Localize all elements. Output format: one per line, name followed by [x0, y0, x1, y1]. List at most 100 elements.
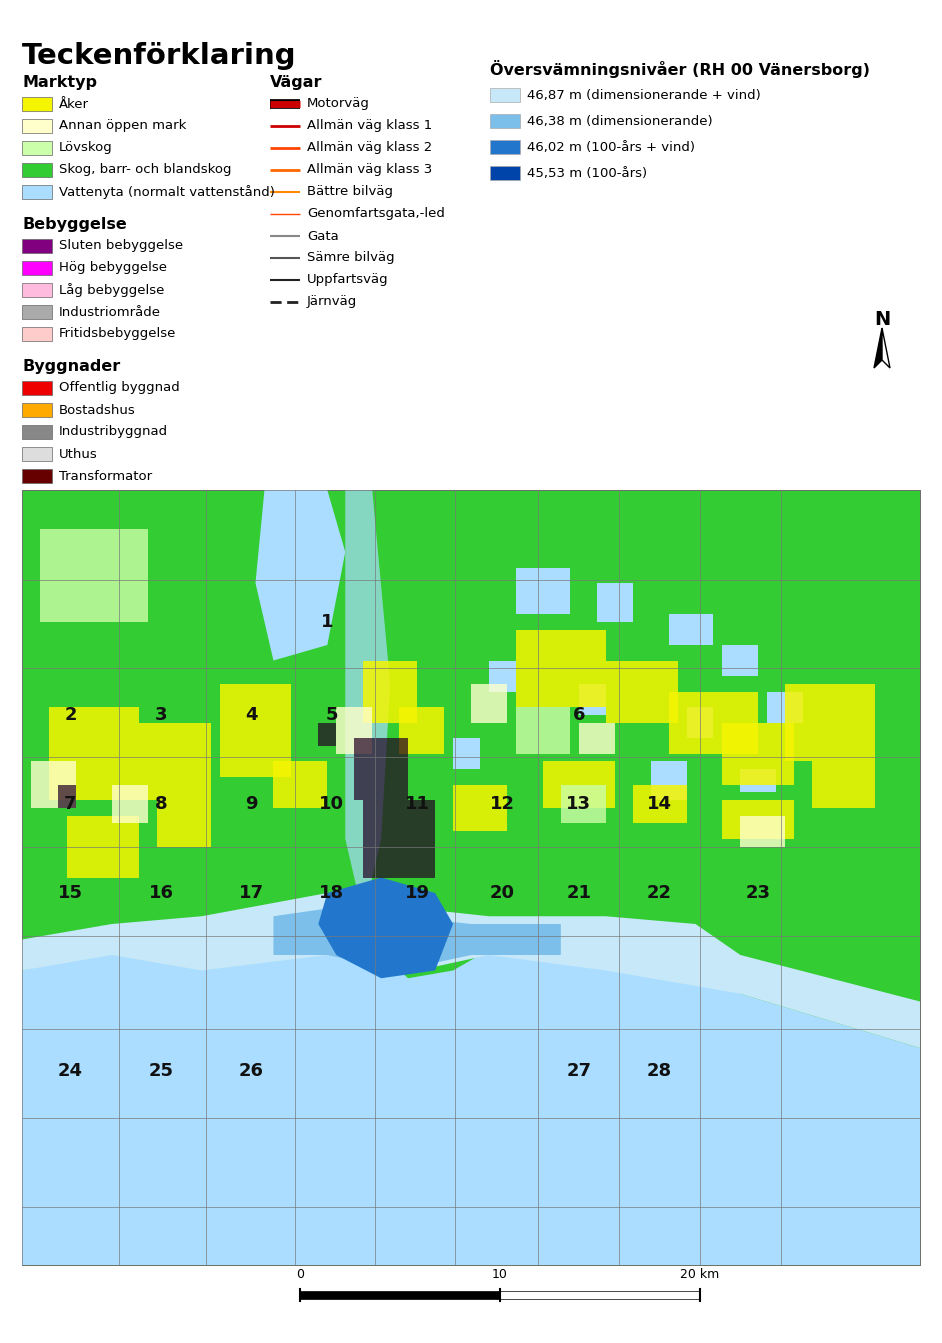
- Text: Lövskog: Lövskog: [59, 141, 113, 154]
- Polygon shape: [22, 940, 920, 1265]
- Polygon shape: [740, 770, 776, 792]
- Text: Annan öppen mark: Annan öppen mark: [59, 120, 187, 133]
- Text: 9: 9: [245, 795, 257, 813]
- Bar: [219, 684, 291, 776]
- Bar: [22, 283, 52, 297]
- Text: Vägar: Vägar: [270, 75, 322, 90]
- Text: N: N: [874, 310, 890, 329]
- Bar: [560, 784, 606, 823]
- Text: Motorväg: Motorväg: [307, 98, 370, 110]
- Text: 12: 12: [490, 795, 515, 813]
- Text: Åker: Åker: [59, 98, 89, 110]
- Text: 2: 2: [64, 706, 76, 724]
- Text: Bebyggelse: Bebyggelse: [22, 218, 127, 232]
- Polygon shape: [669, 614, 713, 645]
- Text: Bostadshus: Bostadshus: [59, 403, 136, 416]
- Text: 5: 5: [326, 706, 338, 724]
- Bar: [22, 305, 52, 320]
- Bar: [22, 403, 52, 416]
- Bar: [57, 784, 76, 807]
- Bar: [138, 723, 211, 800]
- Bar: [22, 326, 52, 341]
- Bar: [453, 784, 507, 831]
- Bar: [490, 89, 520, 102]
- Bar: [490, 114, 520, 128]
- Text: 6: 6: [573, 706, 585, 724]
- Bar: [22, 141, 52, 154]
- Polygon shape: [516, 568, 570, 614]
- Text: 26: 26: [238, 1062, 264, 1080]
- Bar: [364, 800, 435, 877]
- Text: 15: 15: [58, 884, 83, 902]
- Text: 20 km: 20 km: [680, 1268, 720, 1281]
- Polygon shape: [768, 692, 804, 723]
- Bar: [112, 784, 148, 823]
- Text: Skog, barr- och blandskog: Skog, barr- och blandskog: [59, 164, 232, 176]
- Text: Teckenförklaring: Teckenförklaring: [22, 42, 297, 70]
- Bar: [31, 761, 76, 807]
- Text: 19: 19: [405, 884, 430, 902]
- Polygon shape: [578, 684, 606, 714]
- Bar: [723, 723, 794, 784]
- Text: 46,38 m (dimensionerande): 46,38 m (dimensionerande): [527, 114, 713, 128]
- Bar: [22, 469, 52, 483]
- Bar: [22, 239, 52, 252]
- Text: 11: 11: [405, 795, 430, 813]
- Text: 0: 0: [296, 1268, 304, 1281]
- Text: 46,02 m (100-års + vind): 46,02 m (100-års + vind): [527, 141, 695, 153]
- Bar: [22, 97, 52, 111]
- Text: 10: 10: [319, 795, 345, 813]
- Text: 20: 20: [490, 884, 515, 902]
- Bar: [300, 1291, 500, 1299]
- Text: Industribyggnad: Industribyggnad: [59, 426, 168, 439]
- Text: Marktyp: Marktyp: [22, 75, 97, 90]
- Bar: [633, 784, 687, 823]
- Bar: [22, 120, 52, 133]
- Text: 27: 27: [566, 1062, 592, 1080]
- Bar: [543, 761, 615, 807]
- Text: 28: 28: [647, 1062, 673, 1080]
- Text: Offentlig byggnad: Offentlig byggnad: [59, 381, 180, 395]
- Bar: [22, 185, 52, 199]
- Text: Översvämningsnivåer (RH 00 Vänersborg): Översvämningsnivåer (RH 00 Vänersborg): [490, 60, 870, 78]
- Bar: [669, 692, 758, 753]
- Polygon shape: [882, 328, 890, 368]
- Text: 13: 13: [566, 795, 592, 813]
- Bar: [490, 140, 520, 154]
- Text: Fritidsbebyggelse: Fritidsbebyggelse: [59, 328, 176, 341]
- Polygon shape: [273, 908, 560, 971]
- Text: Sämre bilväg: Sämre bilväg: [307, 251, 395, 265]
- Bar: [22, 261, 52, 275]
- Text: Allmän väg klass 2: Allmän väg klass 2: [307, 141, 432, 154]
- Bar: [22, 490, 920, 1265]
- Polygon shape: [687, 706, 713, 739]
- Text: Bättre bilväg: Bättre bilväg: [307, 185, 393, 199]
- Text: 14: 14: [647, 795, 672, 813]
- Bar: [786, 684, 875, 761]
- Bar: [490, 167, 520, 180]
- Bar: [22, 424, 52, 439]
- Bar: [49, 706, 138, 800]
- Polygon shape: [22, 940, 219, 1265]
- Polygon shape: [723, 645, 758, 676]
- Text: 18: 18: [319, 884, 345, 902]
- Text: Gata: Gata: [307, 230, 339, 243]
- Text: Transformator: Transformator: [59, 470, 152, 482]
- Text: 16: 16: [149, 884, 173, 902]
- Bar: [364, 661, 417, 723]
- Text: 17: 17: [238, 884, 264, 902]
- Text: 8: 8: [154, 795, 168, 813]
- Text: Vattenyta (normalt vattenstånd): Vattenyta (normalt vattenstånd): [59, 185, 275, 199]
- Bar: [812, 761, 875, 807]
- Bar: [516, 630, 606, 706]
- Bar: [354, 739, 408, 800]
- Text: Sluten bebyggelse: Sluten bebyggelse: [59, 239, 183, 252]
- Polygon shape: [255, 490, 346, 661]
- Polygon shape: [489, 661, 516, 692]
- Text: 10: 10: [492, 1268, 508, 1281]
- Text: 25: 25: [149, 1062, 173, 1080]
- Bar: [318, 723, 336, 745]
- Text: 46,87 m (dimensionerande + vind): 46,87 m (dimensionerande + vind): [527, 89, 761, 102]
- Text: 21: 21: [566, 884, 592, 902]
- Polygon shape: [318, 877, 453, 978]
